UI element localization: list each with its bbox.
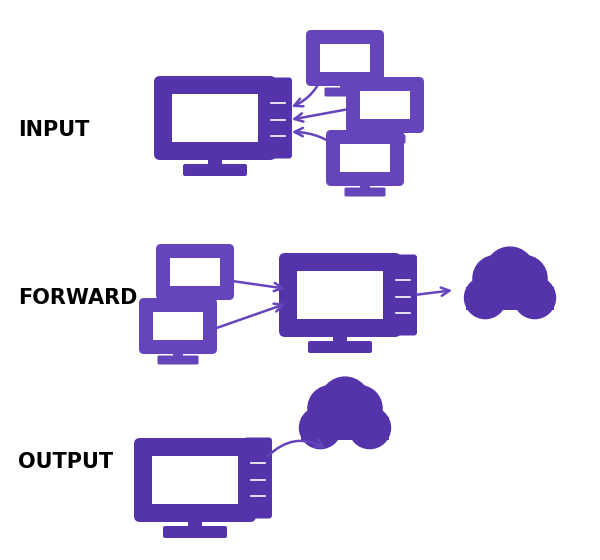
Bar bbox=[152, 456, 238, 504]
FancyBboxPatch shape bbox=[344, 188, 386, 197]
FancyBboxPatch shape bbox=[244, 437, 272, 519]
FancyBboxPatch shape bbox=[157, 356, 199, 365]
FancyBboxPatch shape bbox=[306, 30, 384, 86]
Bar bbox=[333, 331, 347, 343]
FancyBboxPatch shape bbox=[183, 164, 247, 176]
Bar bbox=[173, 349, 183, 357]
Circle shape bbox=[299, 407, 341, 449]
Bar bbox=[380, 128, 390, 136]
FancyBboxPatch shape bbox=[346, 77, 424, 133]
Bar bbox=[320, 44, 370, 72]
Bar bbox=[172, 94, 258, 142]
Text: FORWARD: FORWARD bbox=[18, 288, 137, 308]
FancyBboxPatch shape bbox=[139, 298, 217, 354]
FancyBboxPatch shape bbox=[156, 244, 234, 300]
FancyBboxPatch shape bbox=[308, 341, 372, 353]
Bar bbox=[360, 181, 370, 189]
Bar bbox=[360, 91, 410, 119]
Text: OUTPUT: OUTPUT bbox=[18, 452, 113, 472]
Bar bbox=[170, 258, 220, 286]
FancyBboxPatch shape bbox=[389, 254, 417, 335]
Circle shape bbox=[337, 385, 382, 431]
Circle shape bbox=[464, 277, 506, 319]
Bar bbox=[301, 417, 389, 440]
Circle shape bbox=[320, 377, 370, 427]
Circle shape bbox=[473, 255, 518, 301]
Circle shape bbox=[485, 247, 535, 296]
Bar bbox=[340, 81, 350, 89]
FancyBboxPatch shape bbox=[325, 87, 365, 96]
Bar bbox=[188, 516, 202, 528]
Circle shape bbox=[502, 255, 547, 301]
FancyBboxPatch shape bbox=[154, 76, 276, 160]
Circle shape bbox=[308, 385, 353, 431]
FancyBboxPatch shape bbox=[163, 526, 227, 538]
Circle shape bbox=[514, 277, 556, 319]
Text: INPUT: INPUT bbox=[18, 120, 89, 140]
Bar bbox=[466, 287, 554, 310]
Bar bbox=[297, 271, 383, 319]
Bar bbox=[340, 144, 390, 172]
FancyBboxPatch shape bbox=[365, 134, 406, 143]
Circle shape bbox=[349, 407, 391, 449]
FancyBboxPatch shape bbox=[326, 130, 404, 186]
FancyBboxPatch shape bbox=[279, 253, 401, 337]
Bar bbox=[153, 312, 203, 340]
FancyBboxPatch shape bbox=[264, 77, 292, 158]
Bar bbox=[190, 295, 200, 303]
Bar bbox=[208, 154, 222, 166]
FancyBboxPatch shape bbox=[175, 301, 215, 310]
FancyBboxPatch shape bbox=[134, 438, 256, 522]
